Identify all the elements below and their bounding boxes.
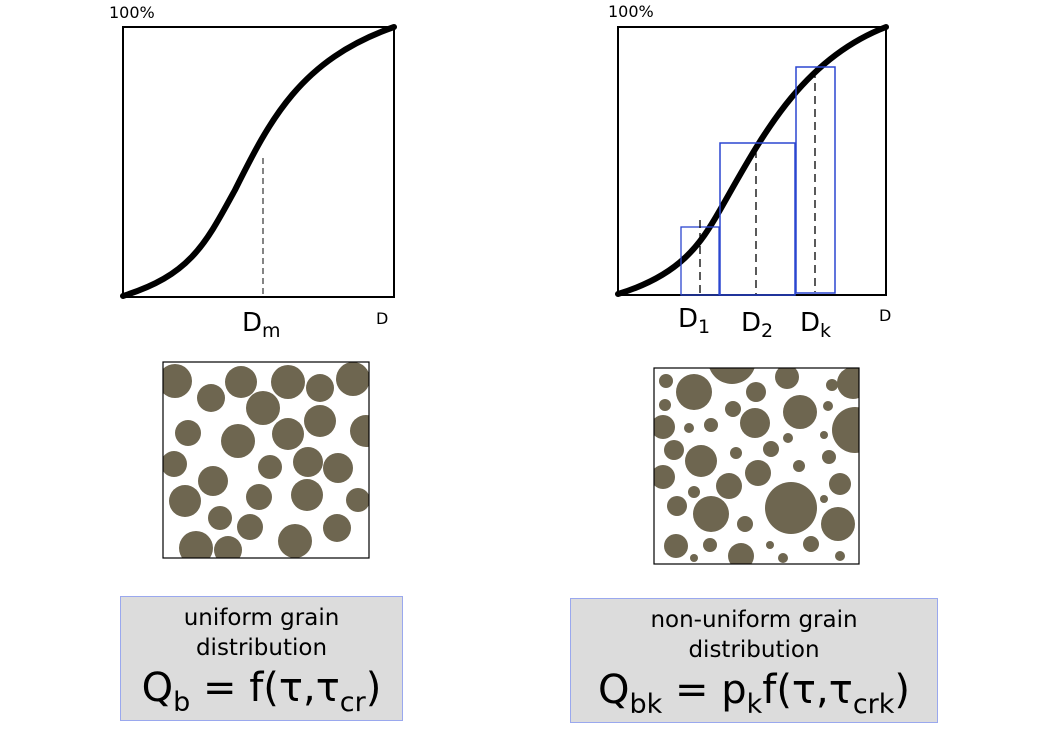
right-chart-frame: [617, 26, 887, 296]
uniform-sample-frame: [162, 361, 370, 559]
left-x-axis-label: D: [376, 309, 389, 328]
uniform-grain-sample: [163, 362, 369, 558]
class-label-k: Dk: [800, 308, 832, 342]
right-cumulative-curve: [615, 24, 889, 297]
median-diameter-label: Dm: [242, 308, 281, 342]
non-uniform-sample-frame: [653, 367, 860, 565]
left-chart-frame: [122, 26, 395, 298]
uniform-transport-formula: Qb = f(τ,τcr): [141, 665, 382, 718]
non-uniform-grain-sample: [654, 368, 859, 564]
uniform-info-box: uniform grain distribution Qb = f(τ,τcr): [120, 596, 403, 721]
class-box-2: [719, 142, 796, 296]
non-uniform-description-line1: non-uniform grain: [650, 607, 858, 633]
left-cumulative-curve: [120, 24, 397, 299]
class-box-k: [795, 66, 836, 294]
uniform-description-line2: distribution: [195, 635, 328, 661]
class-label-1: D1: [678, 304, 711, 338]
class-label-2: D2: [741, 308, 774, 342]
right-x-axis-label: D: [879, 306, 892, 325]
right-y-top-label: 100%: [608, 2, 654, 21]
left-y-top-label: 100%: [109, 3, 155, 22]
non-uniform-description-line2: distribution: [688, 637, 820, 663]
uniform-description-line1: uniform grain: [183, 605, 340, 631]
fractional-transport-formula: Qbk = pkf(τ,τcrk): [597, 667, 911, 720]
non-uniform-info-box: non-uniform grain distribution Qbk = pkf…: [570, 598, 938, 723]
